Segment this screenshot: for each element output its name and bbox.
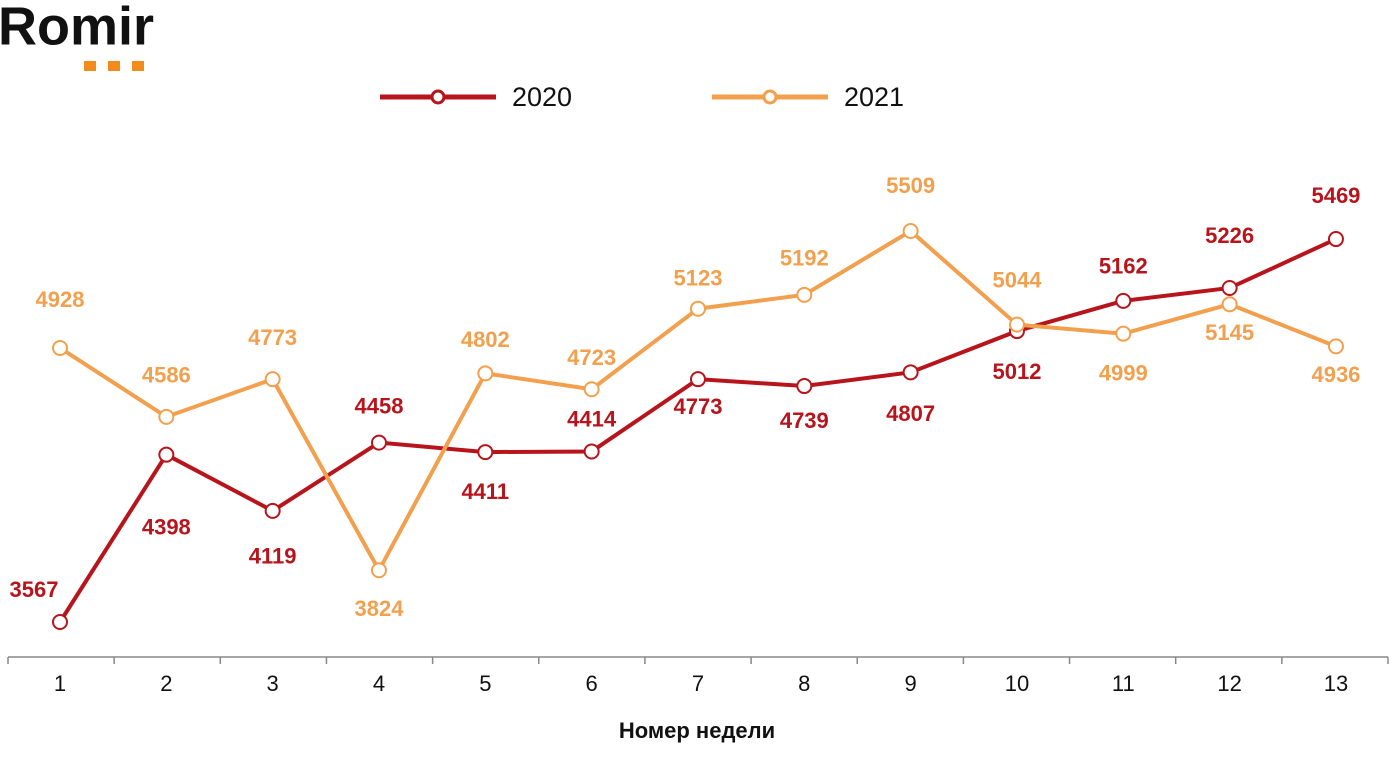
data-label: 4773 [248,325,297,350]
data-label: 5509 [886,173,935,198]
data-point [583,443,600,460]
data-label: 4398 [142,514,191,539]
data-point [370,562,387,579]
data-label: 5123 [674,266,723,291]
x-tick-label: 4 [373,671,385,696]
logo: Romir [0,0,154,56]
data-label: 5012 [992,359,1041,384]
data-point [1327,338,1344,355]
data-label: 4119 [249,544,297,569]
data-point [796,378,813,395]
data-point [370,434,387,451]
legend-label: 2020 [512,82,572,112]
data-point [158,408,175,425]
data-point [1221,279,1238,296]
data-label: 4586 [142,363,191,388]
data-label: 4411 [461,479,509,504]
data-point [902,364,919,381]
data-point [264,502,281,519]
data-label: 4458 [355,393,404,418]
data-label: 5226 [1205,223,1254,248]
data-label: 5192 [780,246,829,271]
data-point [52,339,68,356]
data-point [1008,316,1025,333]
data-label: 3824 [355,596,405,621]
data-label: 4723 [567,345,616,370]
data-point [1327,231,1344,248]
legend-marker [762,89,778,105]
logo-dot [84,61,96,71]
data-label: 4773 [674,394,723,419]
data-point [477,365,494,382]
x-tick-label: 11 [1112,671,1135,696]
legend-label: 2021 [844,82,904,112]
data-point [902,223,919,239]
data-label: 4414 [567,406,617,431]
data-label: 5044 [992,267,1042,292]
data-point [796,286,813,303]
data-label: 5469 [1311,183,1360,208]
data-label: 4807 [886,401,935,426]
x-tick-label: 6 [586,671,598,696]
x-tick-label: 10 [1005,671,1029,696]
logo-dot [108,61,120,71]
logo-dot [132,61,144,71]
data-point [1221,296,1238,313]
data-label: 4928 [36,287,85,312]
data-label: 4936 [1311,362,1360,387]
x-tick-label: 5 [479,671,491,696]
data-point [1115,325,1132,342]
x-tick-label: 7 [692,671,704,696]
data-label: 5145 [1205,320,1254,345]
x-tick-label: 13 [1324,671,1348,696]
data-label: 5162 [1099,254,1148,279]
x-axis-title: Номер недели [619,718,775,743]
data-point [689,300,706,317]
x-tick-label: 1 [54,671,66,696]
data-label: 4802 [461,327,510,352]
x-tick-label: 12 [1217,671,1241,696]
data-point [689,371,706,388]
data-point [477,444,494,461]
x-tick-label: 8 [798,671,810,696]
data-point [264,371,281,388]
data-point [583,381,600,398]
data-point [158,446,175,463]
data-label: 3567 [10,577,59,602]
x-tick-label: 3 [267,671,279,696]
data-point [1115,292,1132,309]
data-label: 4739 [780,408,829,433]
x-tick-label: 9 [905,671,917,696]
data-label: 4999 [1099,360,1148,385]
data-point [52,614,68,630]
legend-marker [430,89,446,105]
x-tick-label: 2 [160,671,172,696]
